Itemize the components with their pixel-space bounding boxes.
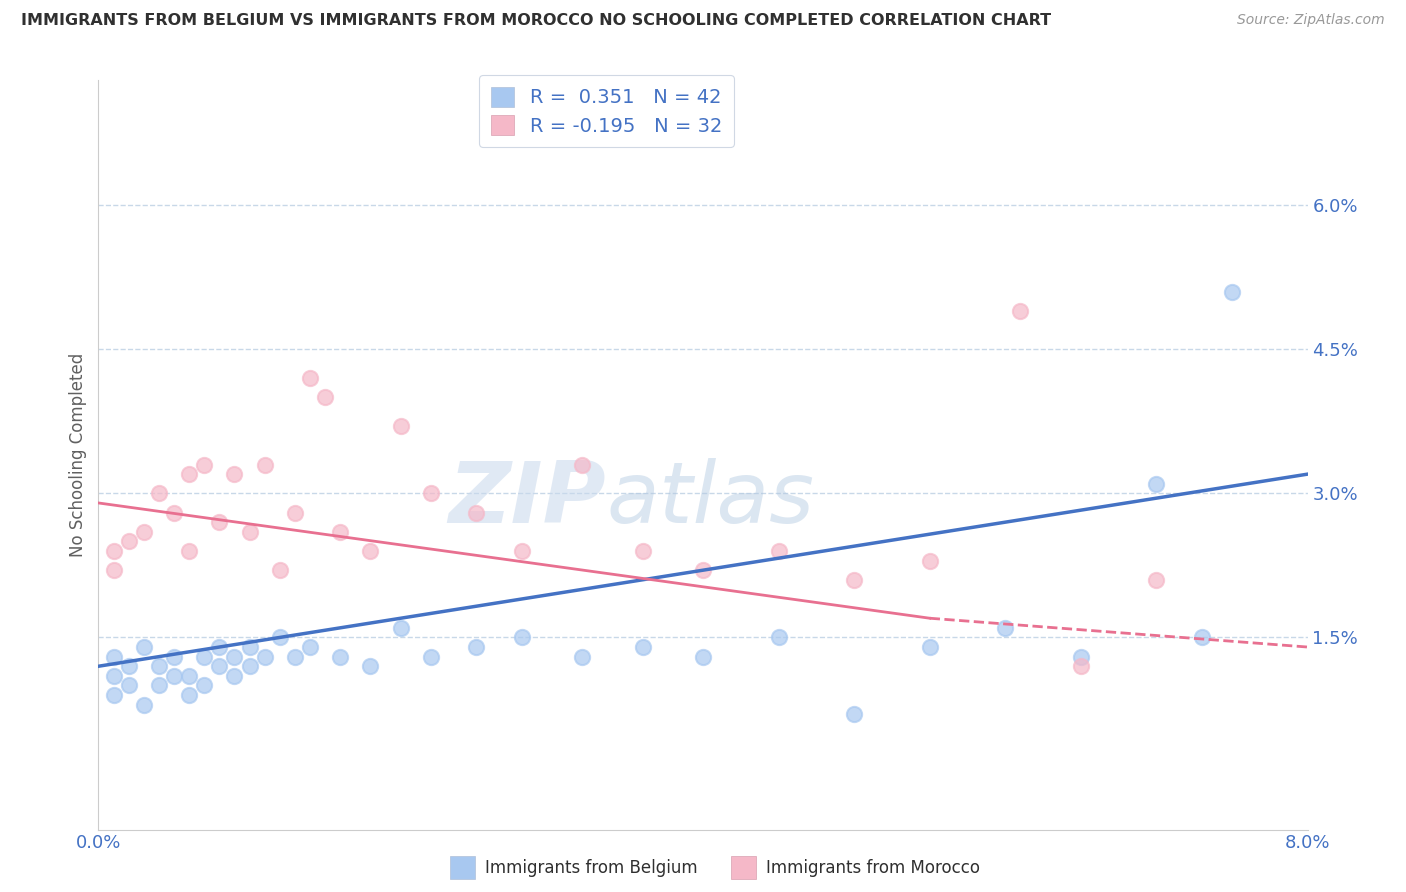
Point bbox=[1146, 573, 1168, 587]
Point bbox=[269, 631, 291, 645]
Point bbox=[284, 649, 307, 664]
Point bbox=[103, 544, 125, 558]
Point bbox=[193, 458, 215, 472]
Point bbox=[208, 659, 231, 673]
Point bbox=[329, 649, 352, 664]
Point bbox=[1070, 649, 1092, 664]
Point bbox=[844, 707, 866, 722]
Point bbox=[631, 544, 654, 558]
Point bbox=[118, 678, 141, 692]
Point bbox=[179, 688, 201, 702]
Point bbox=[148, 486, 170, 500]
Point bbox=[299, 371, 322, 385]
Text: Immigrants from Morocco: Immigrants from Morocco bbox=[766, 859, 980, 877]
Point bbox=[571, 649, 593, 664]
Point bbox=[103, 649, 125, 664]
Text: ZIP: ZIP bbox=[449, 458, 606, 541]
Text: Source: ZipAtlas.com: Source: ZipAtlas.com bbox=[1237, 13, 1385, 28]
Point bbox=[918, 640, 941, 654]
Point bbox=[193, 649, 215, 664]
Point bbox=[179, 544, 201, 558]
Point bbox=[1146, 476, 1168, 491]
Point bbox=[253, 458, 276, 472]
Point bbox=[118, 534, 141, 549]
Legend: R =  0.351   N = 42, R = -0.195   N = 32: R = 0.351 N = 42, R = -0.195 N = 32 bbox=[479, 75, 734, 147]
Point bbox=[239, 524, 262, 539]
Point bbox=[118, 659, 141, 673]
Point bbox=[132, 640, 155, 654]
Point bbox=[239, 659, 262, 673]
Point bbox=[179, 467, 201, 482]
Point bbox=[299, 640, 322, 654]
Point bbox=[631, 640, 654, 654]
Point bbox=[918, 553, 941, 567]
Point bbox=[314, 390, 336, 404]
Point bbox=[360, 544, 382, 558]
Point bbox=[208, 515, 231, 529]
Point bbox=[1191, 631, 1213, 645]
Point bbox=[768, 544, 790, 558]
Text: atlas: atlas bbox=[606, 458, 814, 541]
Point bbox=[179, 669, 201, 683]
Point bbox=[269, 563, 291, 577]
Point bbox=[571, 458, 593, 472]
Point bbox=[284, 506, 307, 520]
Point bbox=[692, 563, 714, 577]
Text: Immigrants from Belgium: Immigrants from Belgium bbox=[485, 859, 697, 877]
Y-axis label: No Schooling Completed: No Schooling Completed bbox=[69, 353, 87, 557]
Point bbox=[1220, 285, 1243, 299]
Point bbox=[329, 524, 352, 539]
Point bbox=[253, 649, 276, 664]
Point bbox=[465, 640, 488, 654]
Point bbox=[844, 573, 866, 587]
Point bbox=[132, 524, 155, 539]
Point bbox=[163, 649, 186, 664]
Point bbox=[389, 621, 412, 635]
Point bbox=[103, 688, 125, 702]
Point bbox=[148, 659, 170, 673]
Point bbox=[208, 640, 231, 654]
Point bbox=[163, 506, 186, 520]
Point bbox=[224, 467, 246, 482]
Point bbox=[1010, 303, 1032, 318]
Point bbox=[239, 640, 262, 654]
Point bbox=[224, 669, 246, 683]
Point bbox=[103, 669, 125, 683]
Point bbox=[510, 544, 533, 558]
Point bbox=[132, 698, 155, 712]
Point bbox=[103, 563, 125, 577]
Point bbox=[1070, 659, 1092, 673]
Point bbox=[148, 678, 170, 692]
Point bbox=[465, 506, 488, 520]
Point bbox=[163, 669, 186, 683]
Text: IMMIGRANTS FROM BELGIUM VS IMMIGRANTS FROM MOROCCO NO SCHOOLING COMPLETED CORREL: IMMIGRANTS FROM BELGIUM VS IMMIGRANTS FR… bbox=[21, 13, 1052, 29]
Point bbox=[510, 631, 533, 645]
Point bbox=[692, 649, 714, 664]
Point bbox=[420, 649, 443, 664]
Point bbox=[994, 621, 1017, 635]
Point bbox=[193, 678, 215, 692]
Point bbox=[420, 486, 443, 500]
Point bbox=[768, 631, 790, 645]
Point bbox=[389, 419, 412, 434]
Point bbox=[224, 649, 246, 664]
Point bbox=[360, 659, 382, 673]
